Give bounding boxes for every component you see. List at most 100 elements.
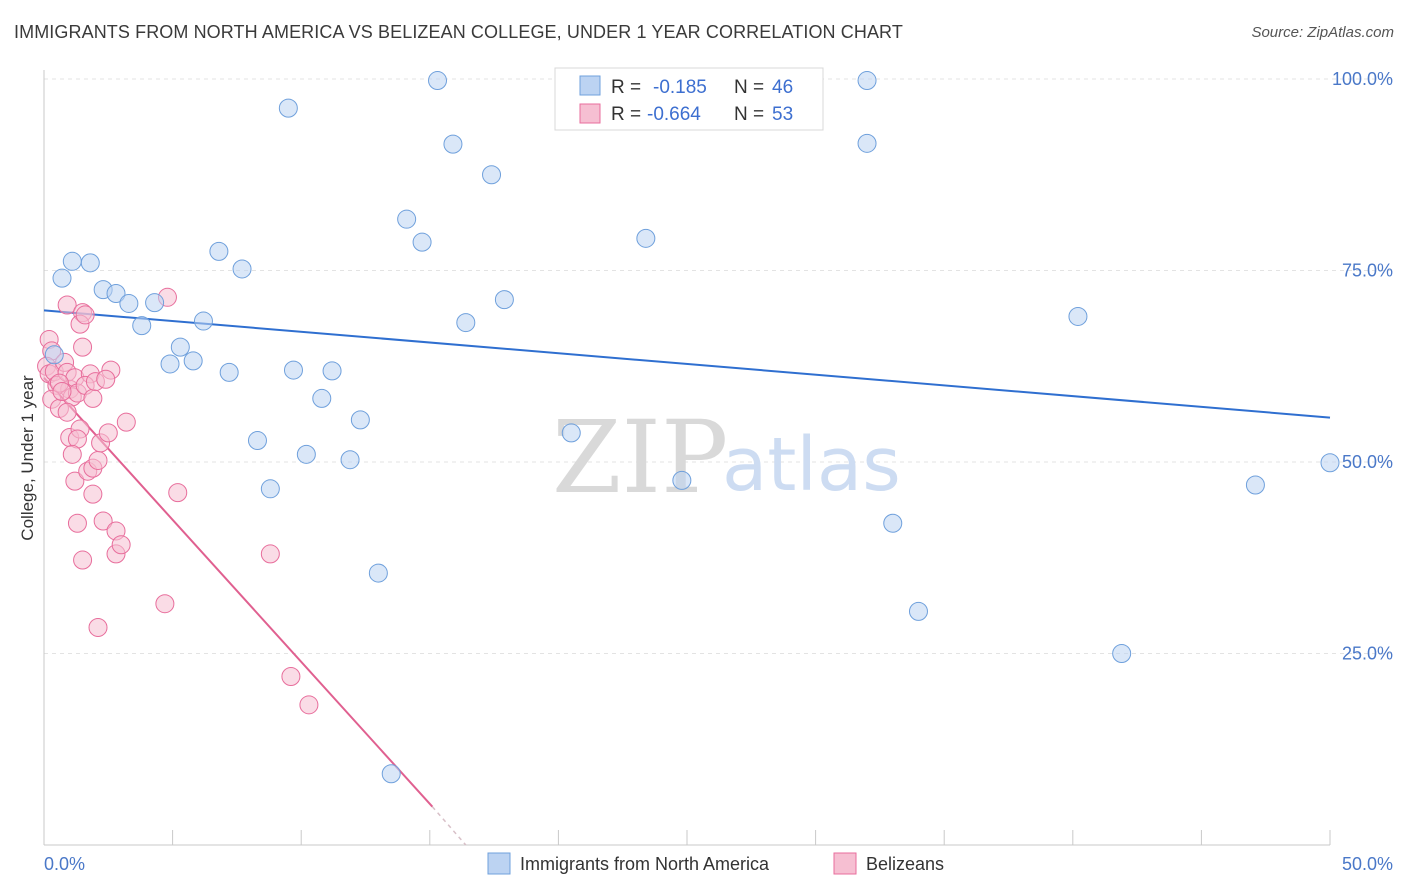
belizeans-point-36 [98,423,118,443]
north-america-point-35 [636,228,656,248]
belizeans-point-47 [281,666,301,686]
bottom-legend-label-pink: Belizeans [866,854,944,874]
north-america-point-18 [278,98,298,118]
north-america-point-30 [443,134,463,154]
north-america-point-6 [119,293,139,313]
belizeans-point-40 [111,535,131,555]
legend-r-label-1: R = [611,77,641,98]
belizeans-point-32 [67,513,87,533]
north-america-point-27 [397,209,417,229]
north-america-point-28 [412,232,432,252]
north-america-point-38 [857,71,877,91]
belizeans-point-33 [73,550,93,570]
watermark-zip: ZIP [552,399,728,516]
north-america-point-24 [350,410,370,430]
north-america-point-7 [145,293,165,313]
north-america-point-33 [494,290,514,310]
belizeans-point-50 [73,337,93,357]
north-america-point-9 [160,354,180,374]
north-america-point-0 [44,345,64,365]
legend-n-value-1: 46 [772,77,793,98]
belizeans-point-44 [155,594,175,614]
legend-n-label-2: N = [734,104,764,125]
y-tick-label-100: 100.0% [1332,69,1393,89]
north-america-point-25 [368,563,388,583]
x-tick-label-right: 50.0% [1342,854,1393,874]
belizeans-point-41 [116,412,136,432]
legend-n-value-2: 53 [772,104,793,125]
trend-lines [43,309,1331,846]
north-america-point-41 [908,601,928,621]
y-tick-label-50: 50.0% [1342,452,1393,472]
belizeans-points [37,287,319,715]
y-axis-tick-labels: 25.0% 50.0% 75.0% 100.0% [1332,69,1393,664]
belizeans-point-26 [83,388,103,408]
legend-r-value-1: -0.185 [653,77,707,98]
y-tick-label-25: 25.0% [1342,644,1393,664]
belizeans-point-12 [57,402,77,422]
north-america-point-20 [296,444,316,464]
legend-swatch-pink [579,103,601,124]
north-america-point-19 [283,360,303,380]
north-america-point-26 [381,764,401,784]
belizeans-point-52 [96,369,116,389]
north-america-point-21 [322,361,342,381]
belizeans-point-30 [88,450,108,470]
y-axis-title: College, Under 1 year [18,375,37,541]
north-america-point-12 [193,311,213,331]
north-america-point-44 [1245,475,1265,495]
north-america-point-22 [312,388,332,408]
legend-r-value-2: -0.664 [647,104,701,125]
north-america-point-40 [883,513,903,533]
stats-legend: R = -0.185 N = 46 R = -0.664 N = 53 [554,67,824,131]
north-america-point-39 [857,133,877,153]
trend-line-belizeans [43,377,434,808]
north-america-point-32 [482,165,502,185]
north-america-point-5 [106,283,126,303]
series-legend: Immigrants from North America Belizeans [487,852,944,875]
belizeans-point-43 [168,483,188,503]
belizeans-point-46 [260,544,280,564]
belizeans-point-51 [52,382,72,402]
bottom-legend-swatch-blue [487,852,511,875]
north-america-point-8 [132,316,152,336]
legend-swatch-blue [579,75,601,96]
bottom-legend-label-blue: Immigrants from North America [520,854,770,874]
x-axis-ticks [43,830,1331,845]
belizeans-point-31 [83,484,103,504]
belizeans-point-45 [88,617,108,637]
north-america-point-14 [219,362,239,382]
belizeans-point-35 [93,511,113,531]
north-america-point-2 [80,253,100,273]
north-america-point-3 [62,251,82,271]
trend-line-belizeans-extension [431,806,467,846]
trend-line-north-america [43,309,1331,419]
legend-r-label-2: R = [611,104,641,125]
north-america-point-43 [1112,644,1132,663]
north-america-point-1 [52,268,72,288]
north-america-point-15 [232,259,252,279]
north-america-point-13 [209,241,229,261]
north-america-point-31 [456,313,476,333]
north-america-point-45 [1320,453,1340,473]
bottom-legend-swatch-pink [833,852,857,875]
north-america-point-16 [247,431,267,451]
north-america-point-34 [561,423,581,443]
north-america-point-29 [428,71,448,91]
belizeans-point-23 [75,305,95,325]
legend-n-label-1: N = [734,77,764,98]
watermark-atlas: atlas [722,422,901,508]
north-america-point-10 [170,337,190,357]
y-tick-label-75: 75.0% [1342,261,1393,281]
north-america-point-17 [260,479,280,499]
chart-title: IMMIGRANTS FROM NORTH AMERICA VS BELIZEA… [14,22,903,42]
belizeans-point-18 [62,444,82,464]
north-america-point-36 [672,470,692,490]
north-america-points [44,71,1340,784]
source-credit: Source: ZipAtlas.com [1251,24,1394,41]
x-tick-label-left: 0.0% [44,854,85,874]
belizeans-point-48 [299,695,319,715]
north-america-point-42 [1068,306,1088,326]
north-america-point-23 [340,450,360,470]
